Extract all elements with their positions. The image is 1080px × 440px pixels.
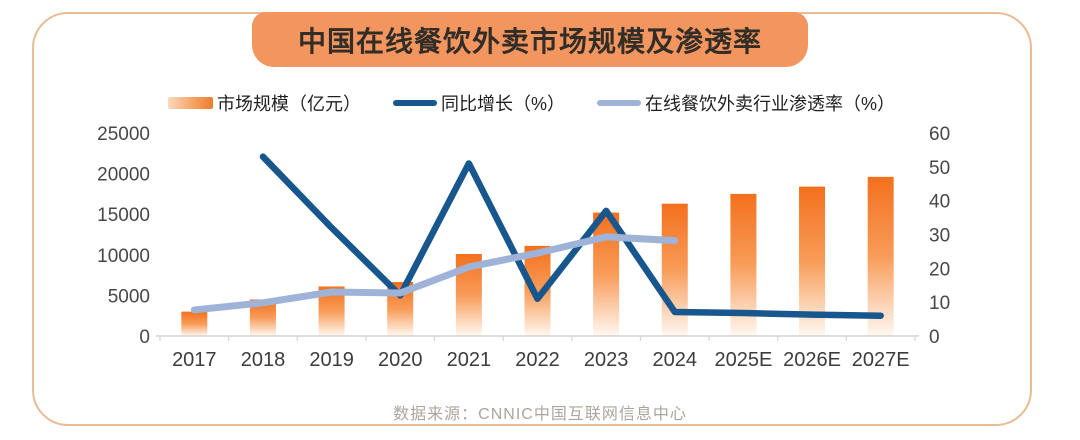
- legend-label: 市场规模（亿元）: [217, 94, 361, 114]
- bar-gradient-swatch-icon: [168, 97, 213, 109]
- right-axis-tick-label: 30: [929, 226, 950, 247]
- legend-item-market-size: 市场规模（亿元）: [168, 90, 361, 116]
- right-axis-tick-label: 20: [929, 259, 950, 280]
- right-axis-tick-label: 0: [929, 327, 940, 348]
- left-axis-tick-label: 20000: [97, 165, 150, 186]
- data-source: 数据来源：CNNIC中国互联网信息中心: [393, 406, 687, 423]
- penetration-line: [190, 233, 679, 314]
- left-axis-tick-label: 5000: [108, 286, 150, 307]
- title-banner: 中国在线餐饮外卖市场规模及渗透率: [252, 12, 808, 67]
- x-axis-label-2017: 2017: [172, 349, 217, 371]
- bar-2023: [593, 212, 620, 336]
- yoy-growth-line: [259, 153, 884, 319]
- legend: 市场规模（亿元） 同比增长（%） 在线餐饮外卖行业渗透率（%）: [168, 90, 895, 116]
- x-axis-label-2019: 2019: [309, 349, 354, 371]
- x-axis-label-2024: 2024: [653, 349, 698, 371]
- left-axis-tick-label: 15000: [97, 205, 150, 226]
- x-axis-label-2022: 2022: [515, 349, 560, 371]
- left-axis-tick-label: 0: [139, 327, 150, 348]
- x-axis-label-2027E: 2027E: [852, 349, 910, 371]
- x-axis-label-2018: 2018: [241, 349, 286, 371]
- x-axis-label-2020: 2020: [378, 349, 423, 371]
- left-axis-tick-label: 10000: [97, 246, 150, 267]
- legend-item-penetration: 在线餐饮外卖行业渗透率（%）: [597, 90, 895, 116]
- bar-2026E: [799, 186, 826, 336]
- legend-item-yoy-growth: 同比增长（%）: [393, 90, 565, 116]
- dark-blue-line-swatch-icon: [393, 100, 437, 106]
- bar-2027E: [867, 176, 894, 336]
- x-axis-label-2023: 2023: [584, 349, 629, 371]
- legend-label: 在线餐饮外卖行业渗透率（%）: [645, 94, 896, 114]
- right-axis-tick-label: 50: [929, 158, 950, 179]
- x-axis-label-2021: 2021: [447, 349, 492, 371]
- right-axis-tick-label: 10: [929, 293, 950, 314]
- chart-card: [32, 12, 1032, 426]
- legend-label: 同比增长（%）: [441, 94, 566, 114]
- right-axis-tick-label: 60: [929, 124, 950, 145]
- right-axis-tick-label: 40: [929, 192, 950, 213]
- chart-title: 中国在线餐饮外卖市场规模及渗透率: [297, 25, 762, 57]
- bar-2024: [661, 203, 688, 336]
- light-blue-line-swatch-icon: [597, 100, 642, 106]
- left-axis-tick-label: 25000: [97, 124, 150, 145]
- bar-2017: [181, 311, 208, 336]
- x-axis-label-2025E: 2025E: [714, 349, 772, 371]
- x-axis-label-2026E: 2026E: [783, 349, 841, 371]
